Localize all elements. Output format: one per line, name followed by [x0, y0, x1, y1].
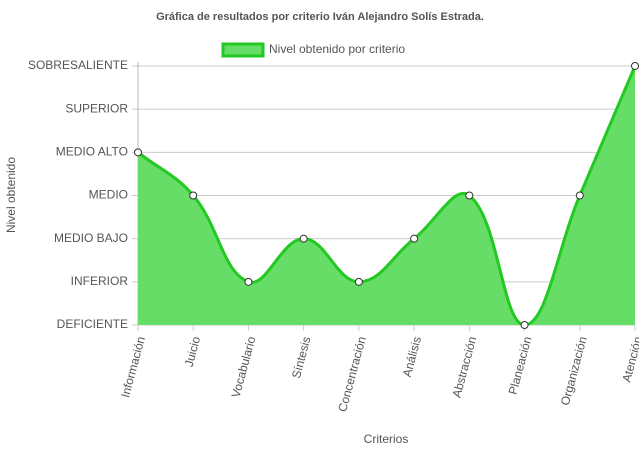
point [465, 191, 474, 200]
series [138, 65, 637, 326]
x-tick-label: Concentración [335, 335, 369, 413]
x-tick-label: Análisis [400, 335, 424, 379]
point [299, 234, 308, 243]
legend-swatch [221, 42, 265, 58]
x-axis-title: Criterios [364, 432, 409, 446]
y-axis-title: Nivel obtenido [4, 157, 18, 233]
chart-title: Gráfica de resultados por criterio Iván … [156, 11, 484, 23]
y-tick-label: INFERIOR [71, 274, 129, 288]
y-tick-label: SOBRESALIENTE [28, 58, 128, 72]
y-tick-label: MEDIO ALTO [56, 145, 128, 159]
x-tick-label: Síntesis [289, 335, 314, 380]
point [189, 191, 198, 200]
y-tick-label: MEDIO [89, 188, 128, 202]
point [410, 234, 419, 243]
y-tick-label: SUPERIOR [65, 101, 128, 115]
x-tick-label: Vocabulario [229, 335, 259, 400]
point [244, 277, 253, 286]
y-tick-label: MEDIO BAJO [54, 231, 128, 245]
point [631, 62, 639, 70]
point [575, 191, 584, 200]
x-tick-label: Abstracción [450, 335, 480, 399]
area [138, 66, 635, 325]
x-tick-label: Atención [619, 335, 639, 384]
x-tick-label: Juicio [182, 335, 204, 369]
x-tick-label: Planeación [506, 335, 535, 396]
point [520, 321, 529, 329]
legend-label: Nivel obtenido por criterio [269, 42, 405, 56]
x-tick-label: Información [118, 335, 148, 399]
x-tick-label: Organización [558, 335, 590, 407]
point [354, 277, 363, 286]
point [134, 148, 142, 157]
line [138, 65, 637, 326]
y-tick-label: DEFICIENTE [57, 317, 128, 331]
